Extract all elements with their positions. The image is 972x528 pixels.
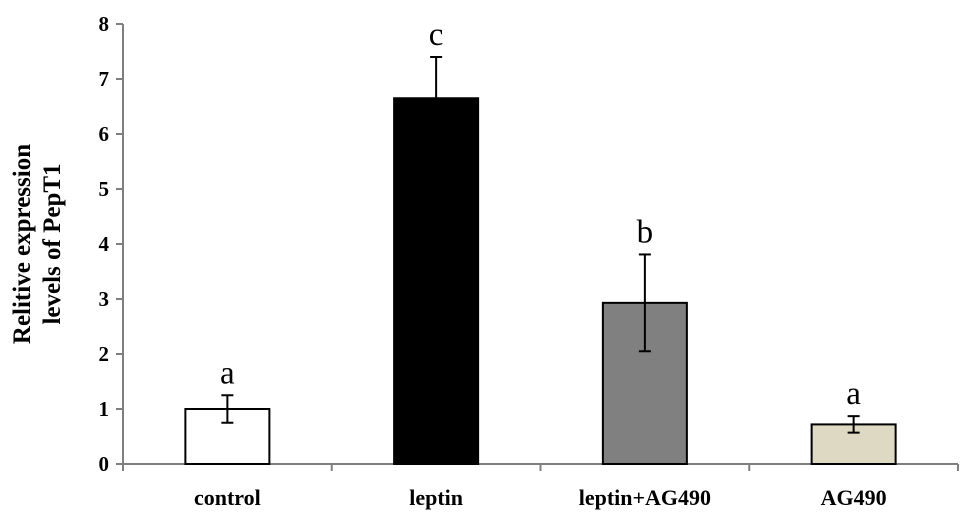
y-tick-label: 4 bbox=[99, 232, 110, 256]
y-tick-label: 5 bbox=[99, 177, 110, 201]
significance-labels: a c b a bbox=[220, 17, 861, 412]
y-axis-label-line-2: levels of PepT1 bbox=[39, 163, 66, 324]
y-tick-label: 6 bbox=[99, 122, 110, 146]
x-tick-label: AG490 bbox=[821, 485, 887, 510]
y-tick-label: 0 bbox=[99, 452, 110, 476]
category-labels: control leptin leptin+AG490 AG490 bbox=[194, 485, 887, 510]
significance-label: a bbox=[846, 376, 861, 412]
bar-leptin bbox=[393, 97, 480, 465]
x-tick-label: control bbox=[194, 485, 261, 510]
significance-label: b bbox=[637, 214, 654, 250]
x-axis bbox=[122, 463, 959, 471]
y-axis: 0 1 2 3 4 5 6 7 8 bbox=[99, 12, 124, 476]
y-axis-label: Relitive expression levels of PepT1 bbox=[9, 144, 66, 344]
bars bbox=[184, 97, 897, 465]
y-tick-label: 8 bbox=[99, 12, 110, 36]
bar-AG490 bbox=[810, 423, 897, 465]
y-tick-label: 7 bbox=[99, 67, 110, 91]
y-tick-label: 2 bbox=[99, 342, 110, 366]
y-axis-label-line-1: Relitive expression bbox=[9, 144, 36, 344]
error-bars bbox=[221, 56, 860, 434]
significance-label: a bbox=[220, 355, 235, 391]
significance-label: c bbox=[429, 17, 444, 53]
x-tick-label: leptin bbox=[409, 485, 463, 510]
bar-control bbox=[184, 408, 271, 465]
y-tick-label: 1 bbox=[99, 397, 110, 421]
y-tick-label: 3 bbox=[99, 287, 110, 311]
x-tick-label: leptin+AG490 bbox=[579, 485, 711, 510]
